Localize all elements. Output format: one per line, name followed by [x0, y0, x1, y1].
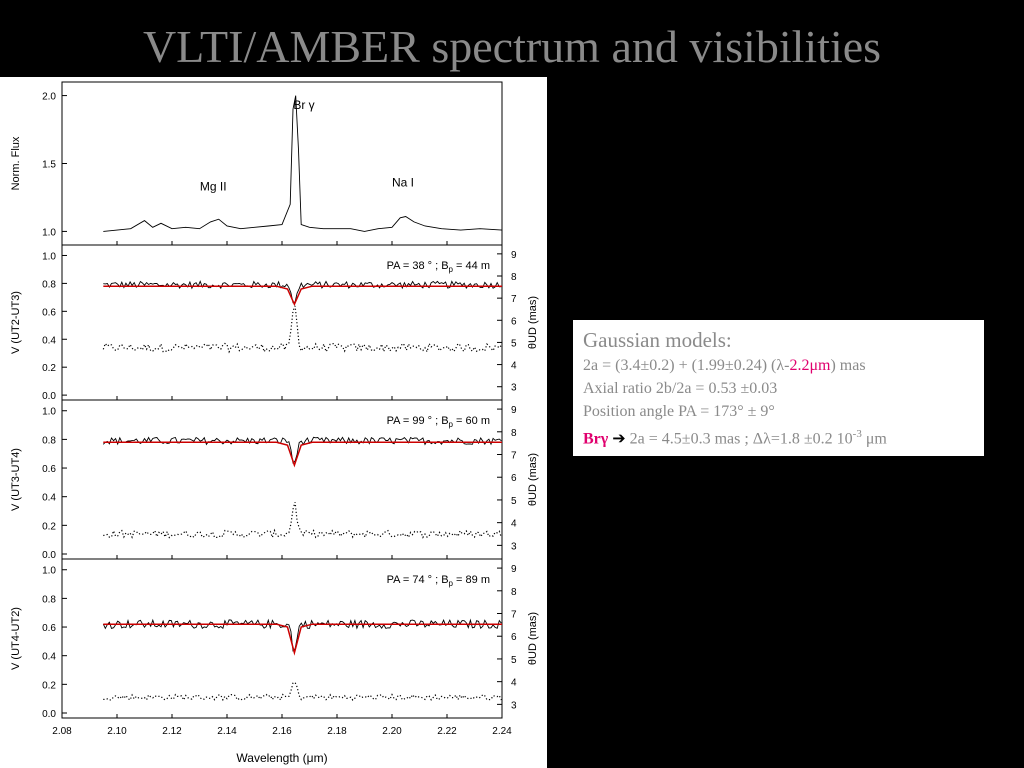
y2-tick-label: 8	[511, 272, 517, 283]
y2-tick-label: 3	[511, 541, 517, 552]
y-axis-label: V (UT4-UT2)	[10, 607, 22, 670]
spectrum-line	[103, 95, 503, 232]
panel-frame-0	[61, 81, 503, 246]
y-axis-label: Norm. Flux	[10, 136, 22, 190]
spectral-line-annotation: Mg II	[200, 180, 227, 194]
figure-panel: 1.0 1.5 2.0 Norm. Flux Br γ Mg II Na I 0.0 0.2 0.…	[0, 77, 547, 768]
y2-axis-label: θUD (mas)	[527, 453, 539, 506]
slide-title: VLTI/AMBER spectrum and visibilities	[142, 21, 882, 72]
y2-tick-label: 7	[511, 451, 517, 462]
y2-tick-label: 3	[511, 383, 517, 394]
y-tick-label: 0.0	[42, 709, 56, 720]
y-tick-label: 0.8	[42, 279, 56, 290]
y2-axis-label: θUD (mas)	[527, 612, 539, 665]
x-tick-label: 2.20	[382, 726, 402, 737]
visibility-data-line	[102, 618, 502, 652]
x-axis-label: Wavelength (μm)	[236, 751, 327, 765]
y2-tick-label: 4	[511, 678, 517, 689]
diameter-data-line	[103, 681, 502, 702]
arrow-right-icon: ➔	[612, 430, 626, 448]
y-tick-label: 0.4	[42, 335, 56, 346]
gaussian-model-box: Gaussian models: 2a = (3.4±0.2) + (1.99±…	[573, 320, 984, 456]
y-tick-label: 1.5	[42, 160, 56, 171]
y-tick-label: 1.0	[42, 251, 56, 262]
x-tick-label: 2.16	[272, 726, 292, 737]
y-tick-label: 0.0	[42, 550, 56, 561]
y2-tick-label: 7	[511, 610, 517, 621]
y2-tick-label: 5	[511, 338, 517, 349]
spectrum-visibility-chart: 1.0 1.5 2.0 Norm. Flux Br γ Mg II Na I 0.0 0.2 0.…	[10, 81, 539, 765]
y2-tick-label: 4	[511, 361, 517, 372]
y2-tick-label: 4	[511, 519, 517, 530]
y2-tick-label: 9	[511, 250, 517, 261]
y-tick-label: 0.6	[42, 623, 56, 634]
visibility-data-line	[102, 436, 502, 464]
x-tick-label: 2.22	[437, 726, 457, 737]
y-tick-label: 0.0	[42, 391, 56, 402]
y-tick-label: 0.8	[42, 435, 56, 446]
y2-tick-label: 5	[511, 496, 517, 507]
model-size-law: 2a = (3.4±0.2) + (1.99±0.24) (λ-2.2μm) m…	[583, 357, 866, 374]
baseline-label: PA = 38 ° ; Bp = 44 m	[387, 260, 490, 274]
y2-axis-label: θUD (mas)	[527, 296, 539, 349]
y2-tick-label: 8	[511, 587, 517, 598]
model-fit-line	[103, 285, 502, 307]
model-fit-line	[103, 441, 502, 468]
y-axis-label: V (UT3-UT4)	[10, 448, 22, 511]
y2-tick-label: 3	[511, 700, 517, 711]
y2-tick-label: 9	[511, 564, 517, 575]
brgamma-label: Brγ	[583, 430, 609, 448]
y2-tick-label: 6	[511, 473, 517, 484]
model-axial-ratio: Axial ratio 2b/2a = 0.53 ±0.03	[583, 380, 778, 397]
y-tick-label: 0.4	[42, 652, 56, 663]
x-tick-label: 2.10	[107, 726, 127, 737]
x-tick-label: 2.12	[162, 726, 182, 737]
y-tick-label: 1.0	[42, 407, 56, 418]
x-tick-label: 2.18	[327, 726, 347, 737]
spectral-line-annotation: Na I	[392, 176, 414, 190]
x-tick-label: 2.24	[492, 726, 512, 737]
y-tick-label: 0.4	[42, 493, 56, 504]
y2-tick-label: 6	[511, 316, 517, 327]
baseline-label: PA = 99 ° ; Bp = 60 m	[387, 415, 490, 429]
x-tick-label: 2.14	[217, 726, 237, 737]
y-tick-label: 0.2	[42, 521, 56, 532]
model-position-angle: Position angle PA = 173° ± 9°	[583, 403, 775, 420]
y-tick-label: 0.8	[42, 594, 56, 605]
y-tick-label: 0.6	[42, 464, 56, 475]
diameter-data-line	[102, 305, 502, 354]
y-tick-label: 0.2	[42, 680, 56, 691]
model-heading: Gaussian models:	[583, 328, 732, 352]
y2-tick-label: 7	[511, 294, 517, 305]
y-tick-label: 1.0	[42, 227, 56, 238]
spectral-line-annotation: Br γ	[293, 98, 314, 112]
y-tick-label: 1.0	[42, 566, 56, 577]
baseline-label: PA = 74 ° ; Bp = 89 m	[387, 574, 490, 588]
model-brgamma: Brγ ➔ 2a = 4.5±0.3 mas ; Δλ=1.8 ±0.2 10-…	[583, 428, 887, 448]
y2-tick-label: 9	[511, 405, 517, 416]
y2-tick-label: 6	[511, 632, 517, 643]
x-tick-label: 2.08	[52, 726, 72, 737]
visibility-data-line	[103, 280, 502, 304]
y2-tick-label: 5	[511, 655, 517, 666]
diameter-data-line	[103, 502, 502, 540]
model-fit-line	[103, 623, 502, 656]
y-tick-label: 0.2	[42, 363, 56, 374]
y2-tick-label: 8	[511, 428, 517, 439]
y-tick-label: 2.0	[42, 92, 56, 103]
y-axis-label: V (UT2-UT3)	[10, 291, 22, 354]
y-tick-label: 0.6	[42, 307, 56, 318]
